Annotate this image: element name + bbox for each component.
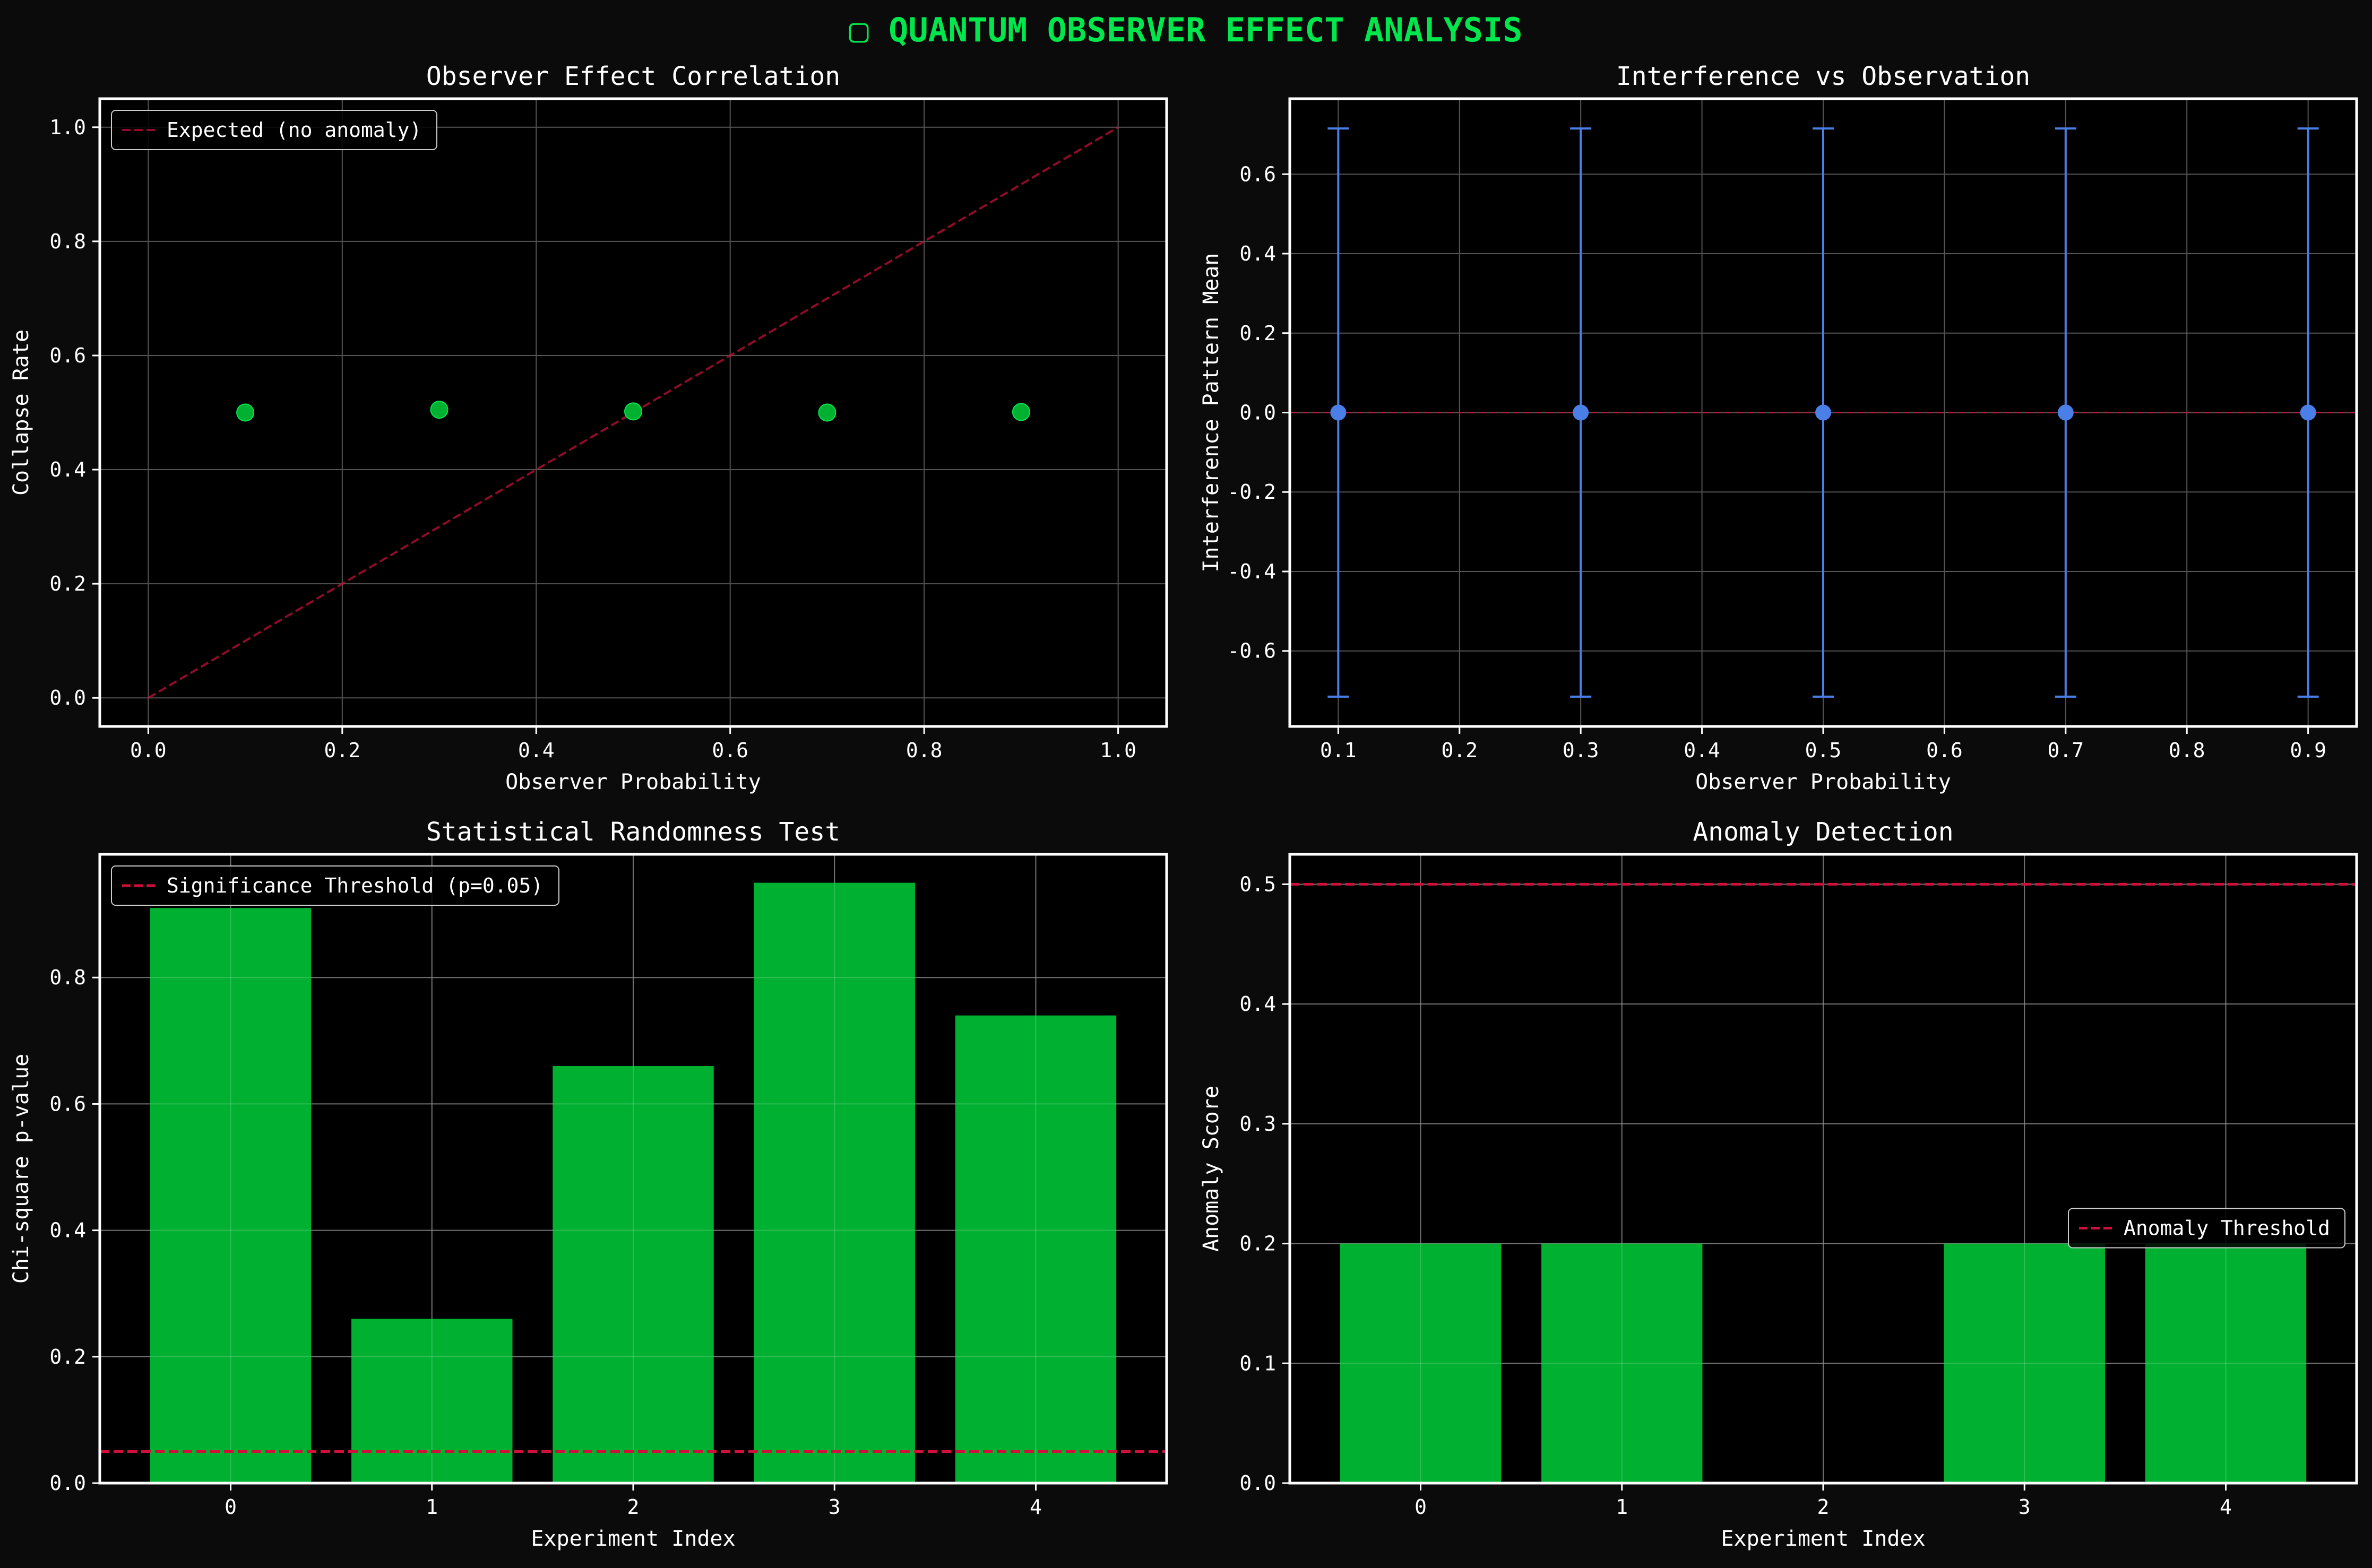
legend-label: Anomaly Threshold [2124,1217,2330,1240]
legend-label: Expected (no anomaly) [167,118,421,142]
panel-anomaly-detection: 0 1 2 3 4 0.0 0.1 0.2 0.3 0.4 0.5 Anomaly Detection… [1199,817,2358,1551]
bar [1944,1243,2105,1483]
x-tick-label: 0.1 [1320,739,1357,762]
legend: Significance Threshold (p=0.05) [111,865,559,906]
legend-label: Significance Threshold (p=0.05) [167,874,543,897]
data-point [1815,404,1831,421]
y-tick-label: 0.4 [49,1219,86,1242]
x-tick-label: 0.2 [1441,739,1478,762]
bar [553,1065,714,1483]
panels: 0.0 0.2 0.4 0.6 0.8 1.0 0.0 0.2 0.4 0.6 0.8 1.0 Obse… [9,62,2358,1551]
panel-observer-effect-correlation: 0.0 0.2 0.4 0.6 0.8 1.0 0.0 0.2 0.4 0.6 0.8 1.0 Obse… [9,62,1168,794]
data-point [1573,404,1589,421]
y-axis-label: Collapse Rate [9,330,33,496]
y-tick-label: 1.0 [49,116,86,139]
x-tick-label: 3 [2019,1495,2031,1519]
bar [2145,1243,2307,1483]
x-tick-label: 0 [225,1495,237,1519]
y-tick-label: 0.4 [1239,992,1276,1016]
data-point [2057,404,2074,421]
x-tick-label: 0.8 [906,739,943,762]
axes-frame [98,97,1168,728]
x-tick-label: 1.0 [1100,739,1136,762]
x-tick-label: 0.4 [518,739,555,762]
legend: Expected (no anomaly) [111,110,437,150]
y-tick-label: 0.3 [1239,1112,1276,1136]
x-tick-label: 4 [2220,1495,2232,1519]
bar [754,882,915,1483]
x-tick-label: 0.2 [324,739,360,762]
bar [1541,1243,1703,1483]
y-tick-label: 0.2 [49,572,86,595]
legend-box [2068,1208,2345,1249]
y-axis-label: Interference Pattern Mean [1199,253,1223,572]
panel-title: Statistical Randomness Test [426,817,840,847]
panel-title: Observer Effect Correlation [426,62,840,91]
y-tick-label: 0.6 [49,344,86,367]
y-tick-label: 0.0 [1239,401,1276,425]
y-tick-label: 0.8 [49,230,86,253]
bar [955,1015,1117,1483]
y-tick-label: -0.6 [1227,639,1276,663]
y-tick-label: 0.8 [49,966,86,989]
data-point [1012,403,1030,421]
x-tick-label: 1 [1616,1495,1628,1519]
bar [1340,1243,1502,1483]
bar [150,908,312,1483]
y-tick-label: 0.4 [1239,242,1276,265]
x-tick-label: 0.8 [2169,739,2205,762]
y-tick-label: 0.1 [1239,1352,1276,1375]
y-tick-label: 0.2 [49,1345,86,1368]
panel-title: Anomaly Detection [1693,817,1953,847]
data-point [624,402,642,421]
y-tick-label: -0.2 [1227,480,1276,504]
x-axis-label: Experiment Index [531,1527,735,1551]
x-axis-label: Observer Probability [505,770,761,794]
x-tick-label: 2 [1817,1495,1830,1519]
x-tick-label: 0.6 [1926,739,1963,762]
legend-box [111,110,437,150]
x-tick-label: 0.7 [2047,739,2084,762]
x-tick-label: 0.3 [1563,739,1599,762]
y-tick-label: 0.6 [1239,162,1276,186]
data-point [236,403,255,422]
x-axis-label: Experiment Index [1721,1527,1925,1551]
x-tick-label: 0.4 [1684,739,1720,762]
x-tick-label: 1 [426,1495,438,1519]
y-tick-label: 0.6 [49,1092,86,1115]
x-tick-label: 0.6 [712,739,748,762]
y-tick-label: -0.4 [1227,560,1276,583]
panel-title: Interference vs Observation [1616,62,2030,91]
panel-statistical-randomness-test: 0 1 2 3 4 0.0 0.2 0.4 0.6 0.8 Statistical Randomne… [9,817,1168,1551]
legend-box [111,865,559,906]
x-tick-label: 0 [1414,1495,1427,1519]
y-tick-label: 0.2 [1239,322,1276,345]
y-tick-label: 0.5 [1239,872,1276,896]
legend: Anomaly Threshold [2068,1208,2345,1249]
x-tick-label: 3 [829,1495,841,1519]
x-tick-label: 0.0 [130,739,167,762]
x-tick-label: 0.9 [2290,739,2326,762]
bar [351,1319,513,1483]
data-point [1330,404,1347,421]
x-axis-label: Observer Probability [1695,770,1951,794]
data-point [430,401,448,419]
y-tick-label: 0.0 [49,686,86,709]
panel-interference-vs-observation: 0.1 0.2 0.3 0.4 0.5 0.6 0.7 0.8 0.9 -0.6 -0.4 -0.2 0… [1199,62,2358,794]
y-tick-label: 0.2 [1239,1232,1276,1255]
x-tick-label: 4 [1030,1495,1042,1519]
data-point [818,403,836,422]
x-tick-label: 0.5 [1805,739,1842,762]
y-tick-label: 0.0 [49,1471,86,1495]
x-tick-label: 2 [627,1495,640,1519]
y-axis-label: Anomaly Score [1199,1086,1223,1252]
y-tick-label: 0.0 [1239,1471,1276,1495]
data-point [2300,404,2316,421]
y-tick-label: 0.4 [49,458,86,481]
figure-title: ▢ QUANTUM OBSERVER EFFECT ANALYSIS [849,11,1522,49]
y-axis-label: Chi-square p-value [9,1054,33,1284]
